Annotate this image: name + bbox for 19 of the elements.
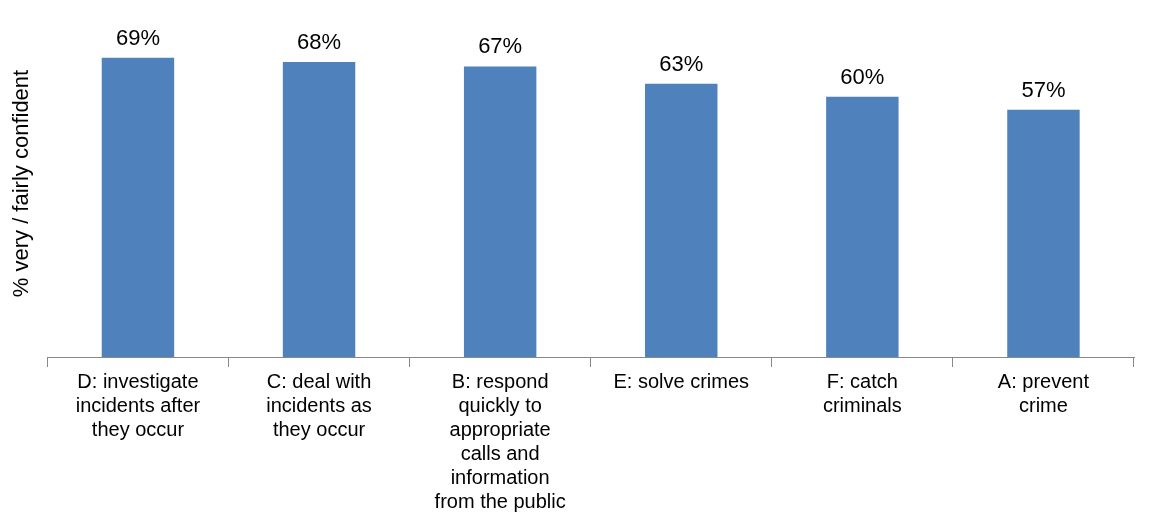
x-tick-label: E: solve crimes — [613, 369, 750, 392]
x-tick-label: F: catch criminals — [822, 369, 902, 416]
data-label: 60% — [840, 63, 885, 89]
bar — [1007, 109, 1080, 357]
data-label: 68% — [297, 29, 342, 55]
bar — [101, 57, 175, 357]
bar — [826, 96, 899, 357]
x-tick-label: B: respond quickly to appropriate calls and information from the public — [434, 369, 566, 512]
x-tick-label: D: investigate incidents after they occur — [75, 369, 201, 440]
bar — [463, 66, 537, 357]
data-label: 63% — [659, 50, 704, 76]
x-tick-label: A: prevent crime — [997, 369, 1090, 416]
bar — [645, 83, 718, 357]
y-axis-title: % very / fairly confident — [8, 69, 34, 298]
data-label: 69% — [115, 24, 160, 50]
bar — [282, 62, 356, 357]
data-label: 57% — [1021, 76, 1066, 102]
x-tick-label: C: deal with incidents as they occur — [266, 369, 372, 440]
data-label: 67% — [478, 33, 523, 59]
